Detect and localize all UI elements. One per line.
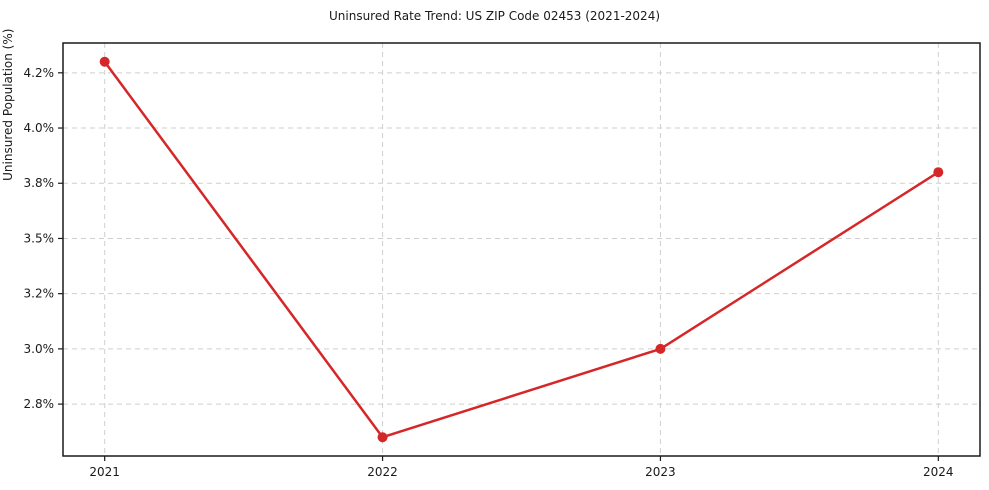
y-tick-label: 2.8% (24, 397, 55, 411)
data-point (655, 343, 666, 354)
x-tick-label: 2023 (645, 465, 676, 479)
data-point (377, 432, 388, 443)
y-tick-label: 3.5% (24, 231, 55, 245)
chart-title: Uninsured Rate Trend: US ZIP Code 02453 … (328, 9, 661, 23)
y-tick-label: 3.0% (24, 342, 55, 356)
plot-border (62, 42, 981, 457)
x-tick-label: 2022 (367, 465, 398, 479)
y-tick-label: 3.8% (24, 176, 55, 190)
y-tick-label: 4.0% (24, 121, 55, 135)
data-point (933, 167, 944, 178)
trend-line (103, 60, 940, 439)
x-tick-label: 2024 (923, 465, 954, 479)
y-tick-label: 4.2% (24, 66, 55, 80)
data-point (99, 56, 110, 67)
x-tick-label: 2021 (89, 465, 120, 479)
y-tick-label: 3.2% (24, 287, 55, 301)
